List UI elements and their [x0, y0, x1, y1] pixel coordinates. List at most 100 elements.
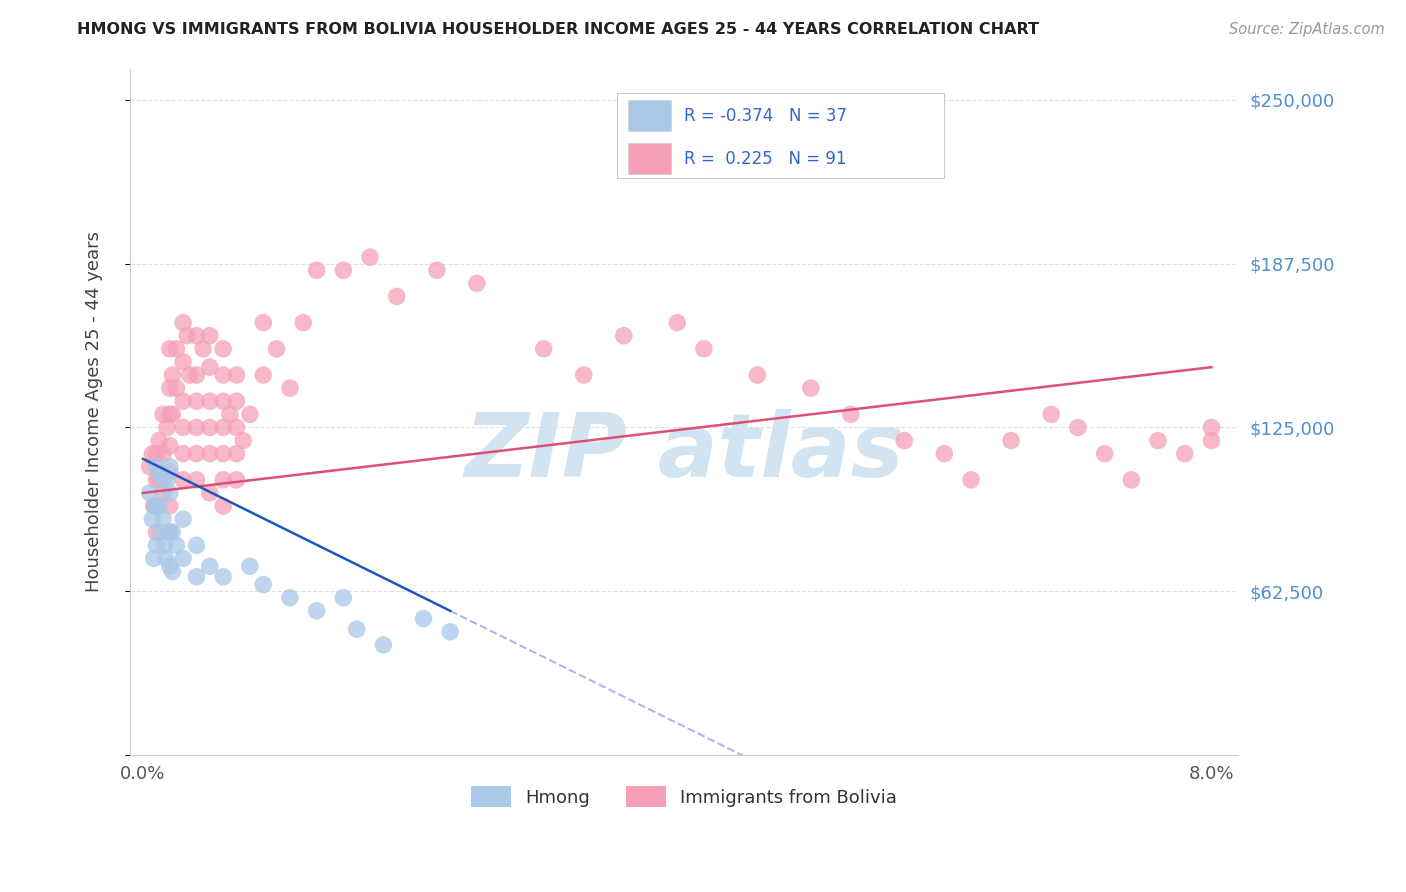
Bar — [628, 143, 671, 174]
Point — [465, 277, 488, 291]
Point — [212, 342, 235, 356]
Point — [359, 250, 381, 264]
Point — [153, 538, 176, 552]
Point — [292, 316, 315, 330]
Point — [159, 381, 181, 395]
Point — [162, 368, 184, 382]
Point — [145, 499, 167, 513]
Point — [172, 420, 194, 434]
Point — [191, 342, 214, 356]
Point — [152, 473, 174, 487]
Point — [198, 447, 221, 461]
Point — [186, 538, 208, 552]
Point — [239, 407, 262, 421]
Point — [159, 525, 181, 540]
Point — [172, 355, 194, 369]
Point — [186, 328, 208, 343]
Point — [143, 499, 166, 513]
Point — [142, 499, 165, 513]
Point — [149, 525, 172, 540]
Point — [225, 447, 247, 461]
Point — [186, 394, 208, 409]
Point — [412, 612, 434, 626]
Text: Source: ZipAtlas.com: Source: ZipAtlas.com — [1229, 22, 1385, 37]
Point — [1000, 434, 1022, 448]
Point — [1121, 473, 1143, 487]
Point — [198, 394, 221, 409]
Point — [165, 342, 187, 356]
Point — [1147, 434, 1170, 448]
Point — [278, 591, 301, 605]
Point — [239, 559, 262, 574]
Point — [145, 473, 167, 487]
Point — [152, 447, 174, 461]
Point — [145, 447, 167, 461]
Point — [332, 591, 354, 605]
Point — [186, 368, 208, 382]
Point — [159, 342, 181, 356]
Point — [148, 499, 170, 513]
Point — [305, 263, 328, 277]
Point — [225, 420, 247, 434]
Point — [332, 263, 354, 277]
Point — [232, 434, 254, 448]
Point — [159, 525, 181, 540]
Point — [172, 512, 194, 526]
Point — [198, 486, 221, 500]
FancyBboxPatch shape — [617, 93, 945, 178]
Point — [198, 360, 221, 375]
Point — [839, 407, 862, 421]
Point — [159, 407, 181, 421]
Point — [148, 434, 170, 448]
Point — [212, 420, 235, 434]
Point — [165, 538, 187, 552]
Point — [212, 473, 235, 487]
Point — [212, 447, 235, 461]
Point — [666, 316, 689, 330]
Point — [252, 577, 274, 591]
Point — [145, 499, 167, 513]
Point — [225, 394, 247, 409]
Point — [159, 499, 181, 513]
Point — [1094, 447, 1116, 461]
Point — [266, 342, 288, 356]
Point — [159, 459, 181, 474]
Point — [138, 486, 160, 500]
Point — [152, 512, 174, 526]
Text: HMONG VS IMMIGRANTS FROM BOLIVIA HOUSEHOLDER INCOME AGES 25 - 44 YEARS CORRELATI: HMONG VS IMMIGRANTS FROM BOLIVIA HOUSEHO… — [77, 22, 1039, 37]
Point — [613, 328, 636, 343]
Point — [152, 486, 174, 500]
Y-axis label: Householder Income Ages 25 - 44 years: Householder Income Ages 25 - 44 years — [86, 231, 103, 592]
Point — [162, 525, 184, 540]
Bar — [628, 100, 671, 131]
Point — [172, 447, 194, 461]
Point — [346, 622, 368, 636]
Point — [225, 368, 247, 382]
Point — [172, 316, 194, 330]
Point — [533, 342, 555, 356]
Point — [186, 473, 208, 487]
Point — [155, 551, 177, 566]
Point — [186, 570, 208, 584]
Point — [572, 368, 595, 382]
Point — [198, 420, 221, 434]
Point — [278, 381, 301, 395]
Point — [145, 525, 167, 540]
Point — [747, 368, 769, 382]
Point — [1174, 447, 1197, 461]
Point — [156, 420, 179, 434]
Point — [426, 263, 449, 277]
Point — [172, 551, 194, 566]
Point — [172, 394, 194, 409]
Point — [252, 368, 274, 382]
Point — [305, 604, 328, 618]
Point — [800, 381, 823, 395]
Point — [218, 407, 240, 421]
Point — [1201, 420, 1223, 434]
Point — [186, 420, 208, 434]
Legend: Hmong, Immigrants from Bolivia: Hmong, Immigrants from Bolivia — [464, 780, 904, 814]
Point — [176, 328, 198, 343]
Point — [198, 559, 221, 574]
Point — [159, 486, 181, 500]
Point — [252, 316, 274, 330]
